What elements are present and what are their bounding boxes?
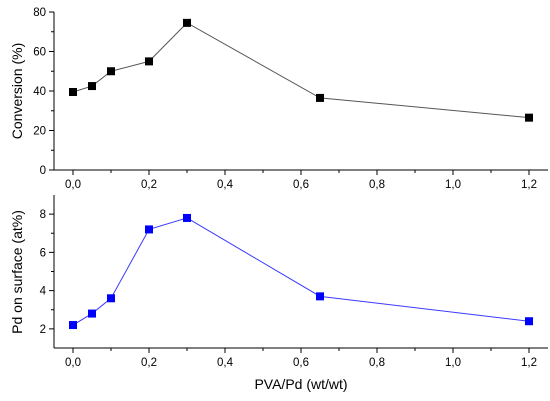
top-x-tick-label-5: 1,0 [445, 179, 461, 191]
top-x-tick-label-6: 1,2 [521, 179, 537, 191]
bottom-x-tick-label-1: 0,2 [141, 357, 157, 369]
bottom-data-point-4 [183, 213, 191, 222]
bottom-data-point-1 [88, 309, 96, 318]
bottom-data-point-3 [145, 225, 153, 234]
bottom-y-tick-label-2: 6 [40, 247, 46, 259]
x-axis-title: PVA/Pd (wt/wt) [254, 376, 347, 392]
top-y-tick-label-1: 20 [33, 126, 46, 138]
top-y-axis-title: Conversion (%) [9, 43, 25, 139]
bottom-data-point-0 [69, 321, 77, 330]
top-x-tick-label-1: 0,2 [141, 179, 157, 191]
pd-surface-panel: 2 4 6 8 0,0 0,2 0,4 0,6 0,8 1,0 1,2 Pd on surface … [9, 195, 548, 369]
bottom-data-point-2 [107, 294, 115, 303]
bottom-series-line [72, 217, 530, 326]
top-series [69, 18, 533, 122]
top-y-tick-label-3: 60 [33, 47, 46, 59]
bottom-data-point-5 [316, 292, 324, 301]
top-y-tick-label-0: 0 [40, 165, 46, 177]
top-data-point-1 [88, 82, 96, 91]
top-x-tick-label-4: 0,8 [369, 179, 385, 191]
bottom-y-tick-label-0: 2 [40, 324, 46, 336]
top-y-tick-label-2: 40 [33, 86, 46, 98]
top-x-tick-label-0: 0,0 [65, 179, 81, 191]
top-x-tick-label-2: 0,4 [217, 179, 234, 191]
bottom-series [69, 213, 533, 330]
bottom-y-axis-title: Pd on surface (at%) [9, 210, 25, 334]
top-data-point-0 [69, 87, 77, 96]
top-y-tick-label-4: 80 [33, 7, 46, 19]
bottom-data-point-6 [525, 317, 533, 326]
bottom-x-tick-label-0: 0,0 [65, 357, 81, 369]
top-series-line [72, 22, 530, 119]
bottom-x-tick-label-4: 0,8 [369, 357, 385, 369]
top-data-point-3 [145, 57, 153, 66]
bottom-y-tick-label-1: 4 [40, 286, 47, 298]
bottom-x-tick-label-2: 0,4 [217, 357, 234, 369]
top-data-point-4 [183, 18, 191, 27]
bottom-x-tick-label-3: 0,6 [293, 357, 309, 369]
top-ticks: 0 20 40 60 80 0,0 0,2 0,4 0,6 0,8 1,0 1,2 [33, 7, 537, 191]
top-data-point-6 [525, 113, 533, 122]
bottom-ticks: 2 4 6 8 0,0 0,2 0,4 0,6 0,8 1,0 1,2 [40, 209, 537, 369]
top-data-point-2 [107, 67, 115, 76]
bottom-x-tick-label-6: 1,2 [521, 357, 537, 369]
conversion-panel: 0 20 40 60 80 0,0 0,2 0,4 0,6 0,8 1,0 1,2 Conversio… [9, 7, 548, 191]
bottom-x-tick-label-5: 1,0 [445, 357, 461, 369]
bottom-y-tick-label-3: 8 [40, 209, 46, 221]
top-x-tick-label-3: 0,6 [293, 179, 309, 191]
top-data-point-5 [316, 93, 324, 102]
